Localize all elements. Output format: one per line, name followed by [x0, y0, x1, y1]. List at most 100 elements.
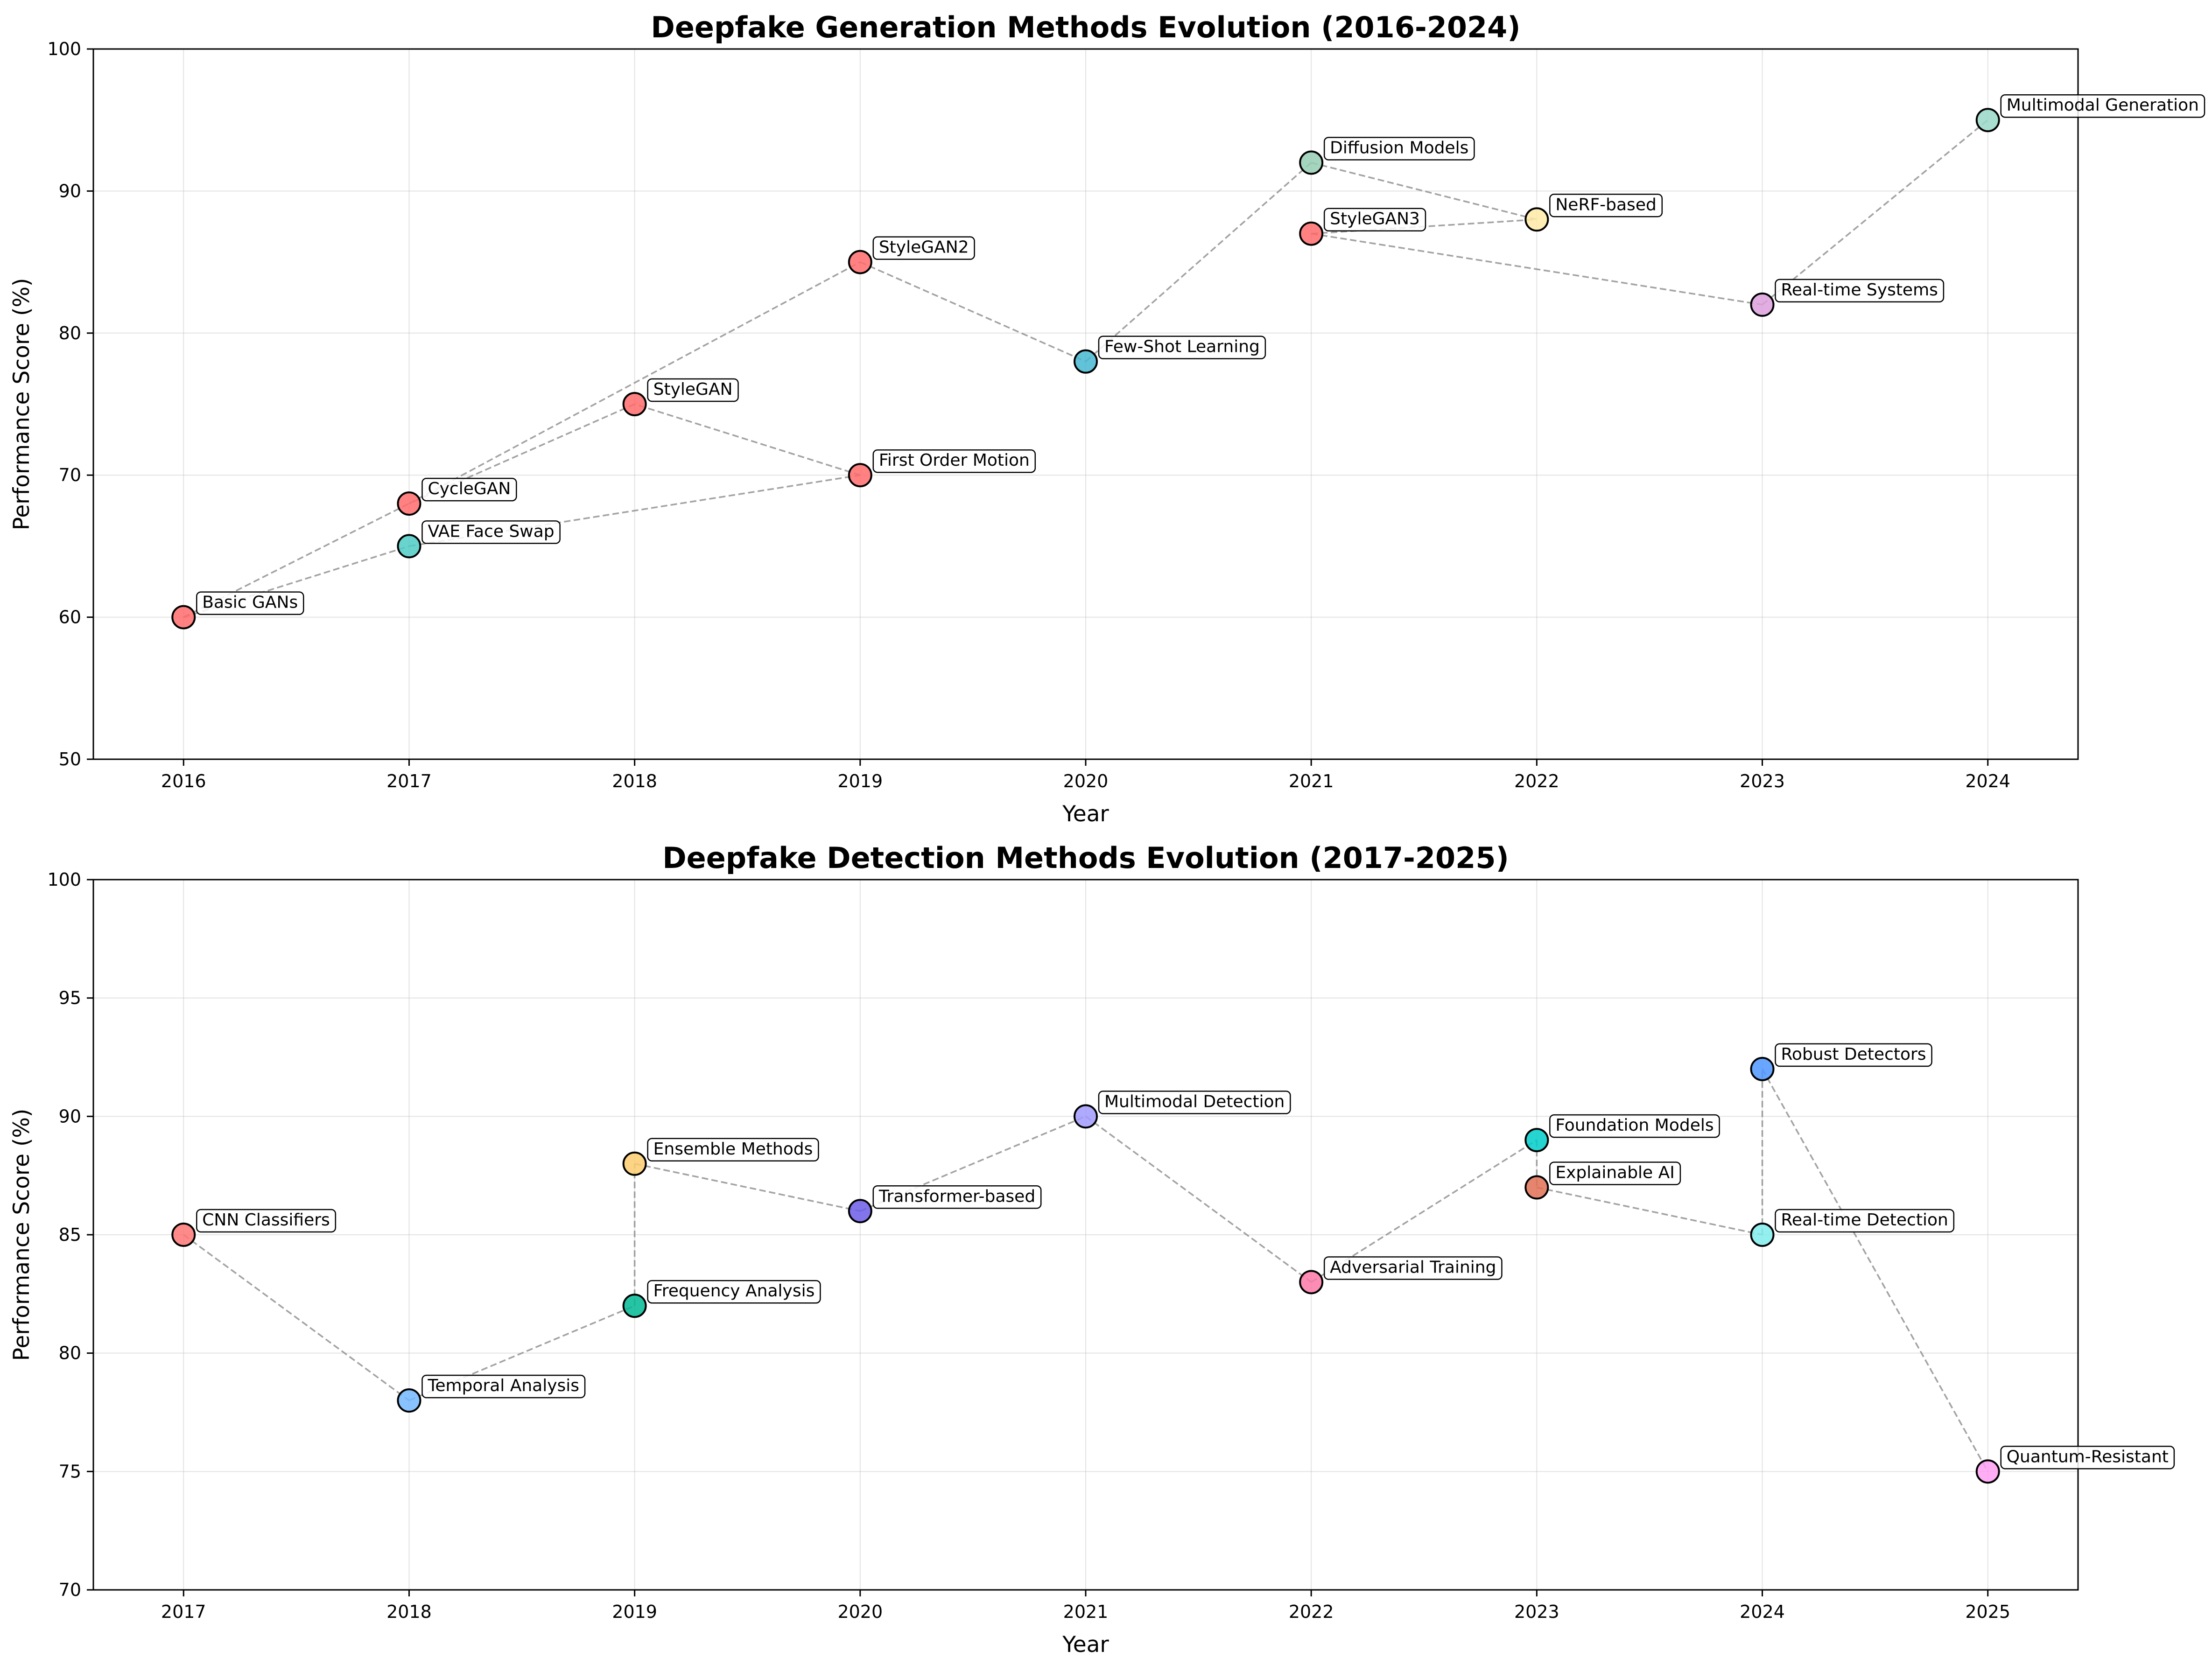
- x-tick-label: 2022: [1514, 771, 1559, 791]
- x-tick-label: 2020: [1063, 771, 1109, 791]
- chart-detection: Deepfake Detection Methods Evolution (20…: [9, 841, 2175, 1658]
- connector-line: [634, 1163, 861, 1212]
- y-tick-label: 75: [59, 1461, 81, 1482]
- y-tick-label: 85: [59, 1224, 81, 1245]
- point-label-box: [1323, 208, 1426, 231]
- point-label: Diffusion Models: [1330, 139, 1468, 158]
- point-label-box: [1323, 137, 1475, 161]
- x-tick-label: 2018: [612, 771, 657, 791]
- point-label: Foundation Models: [1555, 1116, 1713, 1135]
- connector-line: [409, 474, 861, 547]
- data-point: [397, 534, 421, 559]
- connector-line: [183, 1234, 410, 1401]
- y-tick-label: 50: [59, 749, 81, 770]
- point-label-box: [421, 520, 561, 544]
- point-label-box: [196, 591, 304, 615]
- point-label: Explainable AI: [1555, 1163, 1675, 1182]
- connector-line: [860, 261, 1086, 363]
- x-tick-label: 2016: [161, 771, 206, 791]
- x-tick-label: 2021: [1063, 1602, 1109, 1622]
- point-label-box: [1775, 279, 1945, 303]
- point-label-box: [647, 378, 739, 402]
- point-label-box: [1775, 1209, 1955, 1233]
- y-tick-label: 95: [59, 988, 81, 1008]
- point-label: StyleGAN3: [1330, 210, 1420, 229]
- x-tick-label: 2024: [1740, 1602, 1785, 1622]
- point-label-box: [1323, 1256, 1503, 1280]
- data-point: [1074, 1104, 1098, 1129]
- x-tick-label: 2022: [1289, 1602, 1334, 1622]
- connector-line: [408, 403, 635, 504]
- data-point: [171, 1223, 196, 1247]
- x-tick-label: 2017: [161, 1602, 206, 1622]
- data-point: [622, 392, 647, 416]
- data-point: [1524, 1128, 1549, 1153]
- point-label: CNN Classifiers: [202, 1210, 330, 1230]
- point-label: Ensemble Methods: [653, 1140, 813, 1159]
- point-label-box: [196, 1209, 337, 1233]
- point-label-box: [1549, 194, 1663, 217]
- x-tick-label: 2019: [612, 1602, 657, 1622]
- chart-generation: Deepfake Generation Methods Evolution (2…: [9, 10, 2205, 827]
- point-label-box: [1549, 1114, 1720, 1138]
- point-label: StyleGAN: [653, 380, 733, 399]
- data-point: [397, 491, 421, 516]
- point-label-box: [421, 1374, 586, 1399]
- data-point: [848, 1199, 872, 1224]
- x-tick-label: 2025: [1965, 1602, 2010, 1622]
- y-tick-label: 70: [59, 1580, 81, 1600]
- connector-line: [408, 261, 861, 504]
- data-point: [1299, 221, 1324, 246]
- point-label: CycleGAN: [428, 479, 511, 498]
- plot-frame: [92, 879, 2079, 1591]
- data-point: [171, 605, 196, 630]
- point-label: First Order Motion: [879, 451, 1030, 470]
- y-axis-label: Performance Score (%): [9, 278, 35, 531]
- y-axis-label: Performance Score (%): [9, 1109, 35, 1361]
- connector-line: [634, 403, 861, 476]
- x-tick-label: 2024: [1965, 771, 2010, 791]
- data-point: [1750, 1056, 1775, 1081]
- x-axis-label: Year: [1062, 801, 1109, 827]
- point-label-box: [421, 477, 517, 502]
- x-tick-label: 2017: [386, 771, 432, 791]
- point-label: Robust Detectors: [1781, 1045, 1926, 1064]
- data-point: [1975, 1459, 2000, 1484]
- data-point: [622, 1294, 647, 1318]
- point-label: VAE Face Swap: [428, 522, 554, 541]
- x-tick-label: 2023: [1514, 1602, 1559, 1622]
- point-label: Real-time Detection: [1781, 1210, 1948, 1230]
- connector-line: [1762, 1069, 1989, 1472]
- point-label-box: [2000, 94, 2205, 118]
- data-point: [622, 1151, 647, 1176]
- connector-line: [1537, 1186, 1763, 1236]
- x-tick-label: 2021: [1289, 771, 1334, 791]
- connector-line: [1085, 162, 1312, 362]
- point-label-box: [872, 1185, 1042, 1209]
- point-label-box: [872, 449, 1036, 473]
- data-point: [1975, 108, 2000, 133]
- data-point: [848, 463, 872, 488]
- point-label-box: [1775, 1043, 1932, 1067]
- connector-line: [1762, 119, 1988, 306]
- point-label-box: [1098, 336, 1266, 359]
- x-tick-label: 2018: [386, 1602, 432, 1622]
- point-label-box: [1549, 1161, 1681, 1185]
- x-axis-label: Year: [1062, 1632, 1109, 1658]
- point-label-box: [647, 1280, 821, 1304]
- point-label: Multimodal Generation: [2007, 96, 2199, 115]
- x-tick-label: 2020: [837, 1602, 883, 1622]
- data-point: [1299, 1270, 1324, 1294]
- data-point: [1299, 150, 1324, 175]
- point-label: Few-Shot Learning: [1104, 337, 1260, 357]
- point-label: Basic GANs: [202, 593, 298, 612]
- plot-frame: [92, 48, 2079, 760]
- y-tick-label: 90: [59, 181, 81, 201]
- chart-title: Deepfake Detection Methods Evolution (20…: [662, 841, 1509, 875]
- data-point: [1750, 1223, 1775, 1247]
- x-tick-label: 2023: [1740, 771, 1785, 791]
- x-tick-label: 2019: [837, 771, 883, 791]
- y-tick-label: 80: [59, 1343, 81, 1364]
- chart-title: Deepfake Generation Methods Evolution (2…: [651, 10, 1520, 44]
- point-label: Transformer-based: [878, 1187, 1035, 1206]
